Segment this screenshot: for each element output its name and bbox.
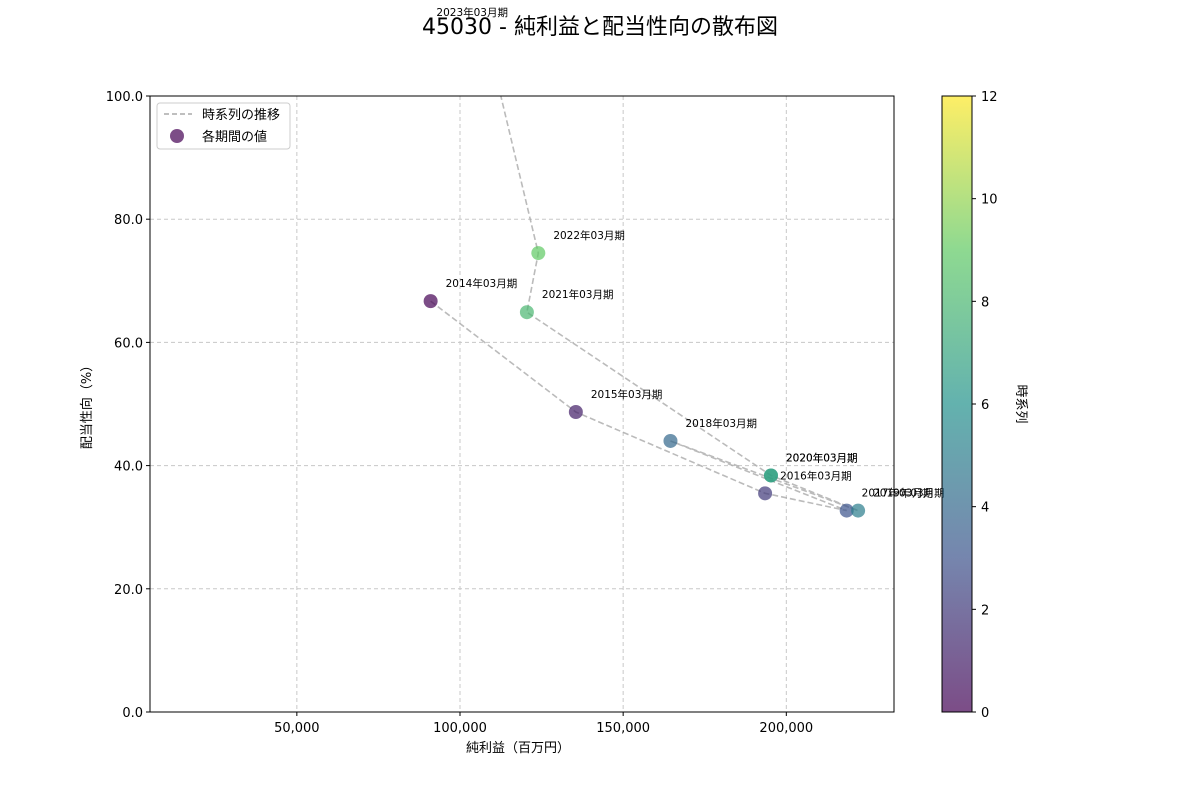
colorbar-title: 時系列 bbox=[1013, 384, 1028, 423]
legend-line-label: 時系列の推移 bbox=[202, 108, 280, 123]
y-tick-label: 100.0 bbox=[106, 90, 143, 105]
y-tick-label: 40.0 bbox=[114, 460, 143, 475]
data-point bbox=[839, 503, 854, 518]
data-point bbox=[423, 294, 438, 309]
x-axis: 50,000 100,000 150,000 200,000 bbox=[274, 712, 813, 736]
data-points bbox=[423, 246, 866, 518]
data-point bbox=[758, 486, 773, 501]
point-label: 2020年03月期 bbox=[786, 451, 858, 464]
data-point bbox=[763, 468, 778, 483]
point-label: 2020年03月期 bbox=[786, 451, 858, 464]
point-label: 2022年03月期 bbox=[553, 229, 625, 242]
y-axis: 0.0 20.0 40.0 60.0 80.0 100.0 bbox=[106, 90, 150, 721]
x-tick-label: 200,000 bbox=[759, 721, 813, 736]
data-point bbox=[663, 433, 678, 448]
colorbar-tick-label: 4 bbox=[981, 501, 989, 516]
colorbar-ticks: 0 2 4 6 8 10 12 bbox=[972, 90, 998, 721]
point-label: 2014年03月期 bbox=[446, 277, 518, 290]
colorbar-tick-label: 12 bbox=[981, 90, 998, 105]
point-label: 2019年03月期 bbox=[873, 487, 945, 500]
y-tick-label: 20.0 bbox=[114, 583, 143, 598]
data-point bbox=[851, 503, 866, 518]
point-label: 2023年03月期 bbox=[436, 6, 508, 19]
legend-points-label: 各期間の値 bbox=[202, 129, 267, 145]
x-tick-label: 100,000 bbox=[433, 721, 487, 736]
colorbar-tick-label: 8 bbox=[981, 295, 989, 310]
chart-title: 45030 - 純利益と配当性向の散布図 bbox=[422, 15, 778, 40]
colorbar-tick-label: 0 bbox=[981, 706, 989, 721]
data-point bbox=[519, 305, 534, 320]
colorbar: 0 2 4 6 8 10 12 時系列 bbox=[941, 90, 1028, 721]
y-tick-label: 80.0 bbox=[114, 213, 143, 228]
data-point bbox=[568, 405, 583, 420]
point-label: 2016年03月期 bbox=[780, 469, 852, 482]
point-label: 2018年03月期 bbox=[685, 417, 757, 430]
y-axis-title: 配当性向（%） bbox=[79, 359, 95, 449]
point-label: 2015年03月期 bbox=[591, 388, 663, 401]
legend-point-swatch bbox=[170, 129, 184, 143]
grid-lines bbox=[150, 95, 894, 713]
colorbar-tick-label: 6 bbox=[981, 398, 989, 413]
trend-polyline bbox=[430, 96, 859, 512]
legend: 時系列の推移 各期間の値 bbox=[156, 102, 291, 150]
colorbar-gradient bbox=[942, 96, 972, 712]
colorbar-tick-label: 2 bbox=[981, 603, 989, 618]
data-point bbox=[531, 246, 546, 261]
trend-line bbox=[430, 96, 859, 512]
plot-frame bbox=[149, 95, 895, 713]
x-tick-label: 50,000 bbox=[274, 721, 320, 736]
point-label: 2021年03月期 bbox=[542, 288, 614, 301]
point-labels: 2014年03月期 2015年03月期 2016年03月期 2017年03月期 2018… bbox=[436, 6, 944, 500]
x-axis-title: 純利益（百万円） bbox=[466, 741, 570, 756]
y-tick-label: 60.0 bbox=[114, 336, 143, 351]
point-label: 2017年03月期 bbox=[862, 487, 934, 500]
x-tick-label: 150,000 bbox=[596, 721, 650, 736]
y-tick-label: 0.0 bbox=[122, 706, 143, 721]
colorbar-tick-label: 10 bbox=[981, 193, 998, 208]
